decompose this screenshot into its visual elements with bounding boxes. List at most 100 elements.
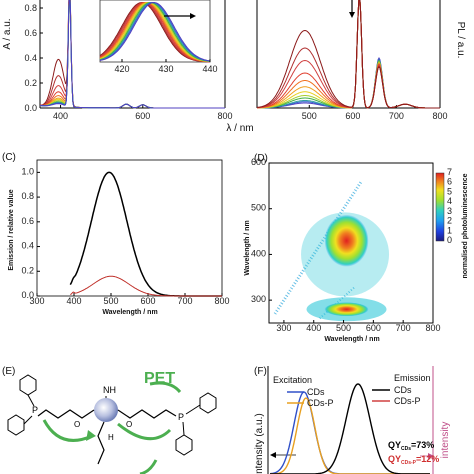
colorbar-tick-label: 5 xyxy=(447,186,452,196)
inset-series-line xyxy=(99,1,210,62)
colorbar-tick-label: 0 xyxy=(447,235,452,245)
panel-d-x-tick-label: 700 xyxy=(396,323,411,333)
panel-b-series-line xyxy=(257,0,440,109)
panel-b-y-label: PL / a.u. xyxy=(455,22,466,59)
panel-f-series-line xyxy=(269,391,430,474)
panel-d-x-tick-label: 500 xyxy=(336,323,351,333)
panel-a: 0.0 0.2 0.4 0.6 0.8 400 600 800 A / a.u. 420 43… xyxy=(2,0,233,121)
legend-exc-cdsp: CDs-P xyxy=(307,398,334,408)
panel-a-y-tick-label: 0.2 xyxy=(24,78,37,88)
panel-f-y-label-left: Intensity (a.u.) xyxy=(254,413,265,474)
inset-series-line xyxy=(99,2,210,62)
panel-d-label: (D) xyxy=(254,153,268,164)
panel-b-series-line xyxy=(256,0,440,109)
panel-d-y-label: Wavelength / nm xyxy=(244,220,251,275)
panel-c-y-tick-label: 0.4 xyxy=(21,241,34,251)
panel-a-series-line xyxy=(39,0,225,109)
legend-excitation-title: Excitation xyxy=(273,375,312,385)
panel-d-y-tick-label: 400 xyxy=(251,248,266,258)
panel-c-y-tick-label: 0.2 xyxy=(21,265,34,275)
panel-d-x-tick-label: 600 xyxy=(366,323,381,333)
panel-b-x-tick-label: 600 xyxy=(345,111,360,121)
legend-em-cds: CDs xyxy=(394,385,412,395)
lower-hn-label: H xyxy=(108,433,114,442)
inset-arrow-head xyxy=(190,13,196,19)
colorbar xyxy=(435,172,445,242)
heatmap-hotspot-lower xyxy=(324,302,369,317)
panel-a-y-tick-label: 0.4 xyxy=(24,53,37,63)
phenyl-ring-1 xyxy=(19,374,37,396)
pet-arrow-left xyxy=(42,419,93,442)
panel-b-series-line xyxy=(256,0,440,109)
inset-x-tick-label: 420 xyxy=(114,64,129,74)
phenyl-ring-3 xyxy=(199,392,217,414)
colorbar-tick-label: 7 xyxy=(447,167,452,177)
nh2-label: NH xyxy=(103,385,116,395)
panel-c-x-label: Wavelength / nm xyxy=(102,309,157,316)
inset-series-line xyxy=(99,1,210,62)
pet-arrow-lower xyxy=(139,459,158,474)
carbon-dot xyxy=(94,398,118,422)
panel-c-label: (C) xyxy=(2,152,16,163)
panel-a-y-label: A / a.u. xyxy=(2,18,13,49)
panel-a-x-tick-label: 600 xyxy=(135,111,150,121)
panel-f-label: (F) xyxy=(254,366,267,377)
panel-f-y-label-right: intensity xyxy=(440,422,451,459)
panel-d: (D) 300 400 500 600 700 800 300 400 500 600 Wave… xyxy=(244,153,469,343)
panel-c-series-line xyxy=(69,171,222,297)
lower-chain xyxy=(97,421,105,465)
heatmap-body xyxy=(273,180,390,322)
panel-f-series-line xyxy=(270,397,430,474)
legend-emission-title: Emission xyxy=(394,373,431,383)
left-phosphorus: P xyxy=(32,405,38,415)
panel-d-y-tick-label: 600 xyxy=(251,157,266,167)
legend-em-cdsp: CDs-P xyxy=(394,396,421,406)
qy-cds: QYCDs=73% xyxy=(388,440,434,452)
panel-b-series-line xyxy=(257,0,440,109)
panel-a-y-ticks: 0.0 0.2 0.4 0.6 0.8 xyxy=(24,3,43,113)
panel-c-x-ticks: 300 400 500 600 700 800 xyxy=(29,293,230,306)
panel-b-series-line xyxy=(257,0,440,109)
left-oxygen: O xyxy=(74,420,80,429)
pet-arrow xyxy=(149,381,182,394)
colorbar-tick-label: 6 xyxy=(447,177,452,187)
panel-a-y-tick-label: 0.0 xyxy=(24,103,37,113)
panel-d-y-tick-label: 500 xyxy=(251,203,266,213)
colorbar-tick-label: 2 xyxy=(447,216,452,226)
panel-d-x-ticks: 300 400 500 600 700 800 xyxy=(276,320,441,333)
panel-d-y-tick-label: 300 xyxy=(251,294,266,304)
panel-d-y-ticks: 300 400 500 600 xyxy=(251,157,272,304)
panel-b-series-line xyxy=(256,0,440,109)
panel-c-x-tick-label: 500 xyxy=(103,296,118,306)
panel-d-x-tick-label: 800 xyxy=(425,323,440,333)
panel-b-series-line xyxy=(257,0,440,109)
panel-c-x-tick-label: 800 xyxy=(214,296,229,306)
inset-ticks: 420 430 440 xyxy=(114,59,218,74)
panel-b-series-line xyxy=(257,0,440,109)
panel-c-series-line xyxy=(70,275,222,297)
shared-x-label: λ / nm xyxy=(226,123,253,134)
panel-b-series-line xyxy=(256,0,440,109)
right-phosphorus: P xyxy=(178,412,184,422)
panel-c-y-tick-label: 0.6 xyxy=(21,216,34,226)
panel-b-curves xyxy=(256,0,440,109)
panel-c-x-tick-label: 300 xyxy=(29,296,44,306)
panel-b-series-line xyxy=(257,0,440,109)
panel-d-x-tick-label: 300 xyxy=(276,323,291,333)
panel-b-series-line xyxy=(257,0,440,109)
panel-c-x-tick-label: 600 xyxy=(140,296,155,306)
panel-b-x-tick-label: 700 xyxy=(389,111,404,121)
colorbar-label: normalised photoluminescence xyxy=(462,173,469,278)
panel-e-scheme: (E) PET NH O P O P H xyxy=(2,366,217,474)
phenyl-ring-2 xyxy=(7,414,25,436)
inset-series-line xyxy=(99,1,210,63)
panel-c-y-label: Emission / relative value xyxy=(8,189,15,270)
panel-b-x-tick-label: 500 xyxy=(302,111,317,121)
left-chain xyxy=(37,409,95,419)
panel-c: (C) 0.0 0.2 0.4 0.6 0.8 1.0 300 400 500 600 700 80… xyxy=(2,152,230,316)
heatmap-hotspot-main xyxy=(324,214,369,267)
panel-c-x-tick-label: 700 xyxy=(177,296,192,306)
panel-a-x-tick-label: 800 xyxy=(217,111,232,121)
panel-b: 500 600 700 800 PL / a.u. xyxy=(256,0,466,121)
